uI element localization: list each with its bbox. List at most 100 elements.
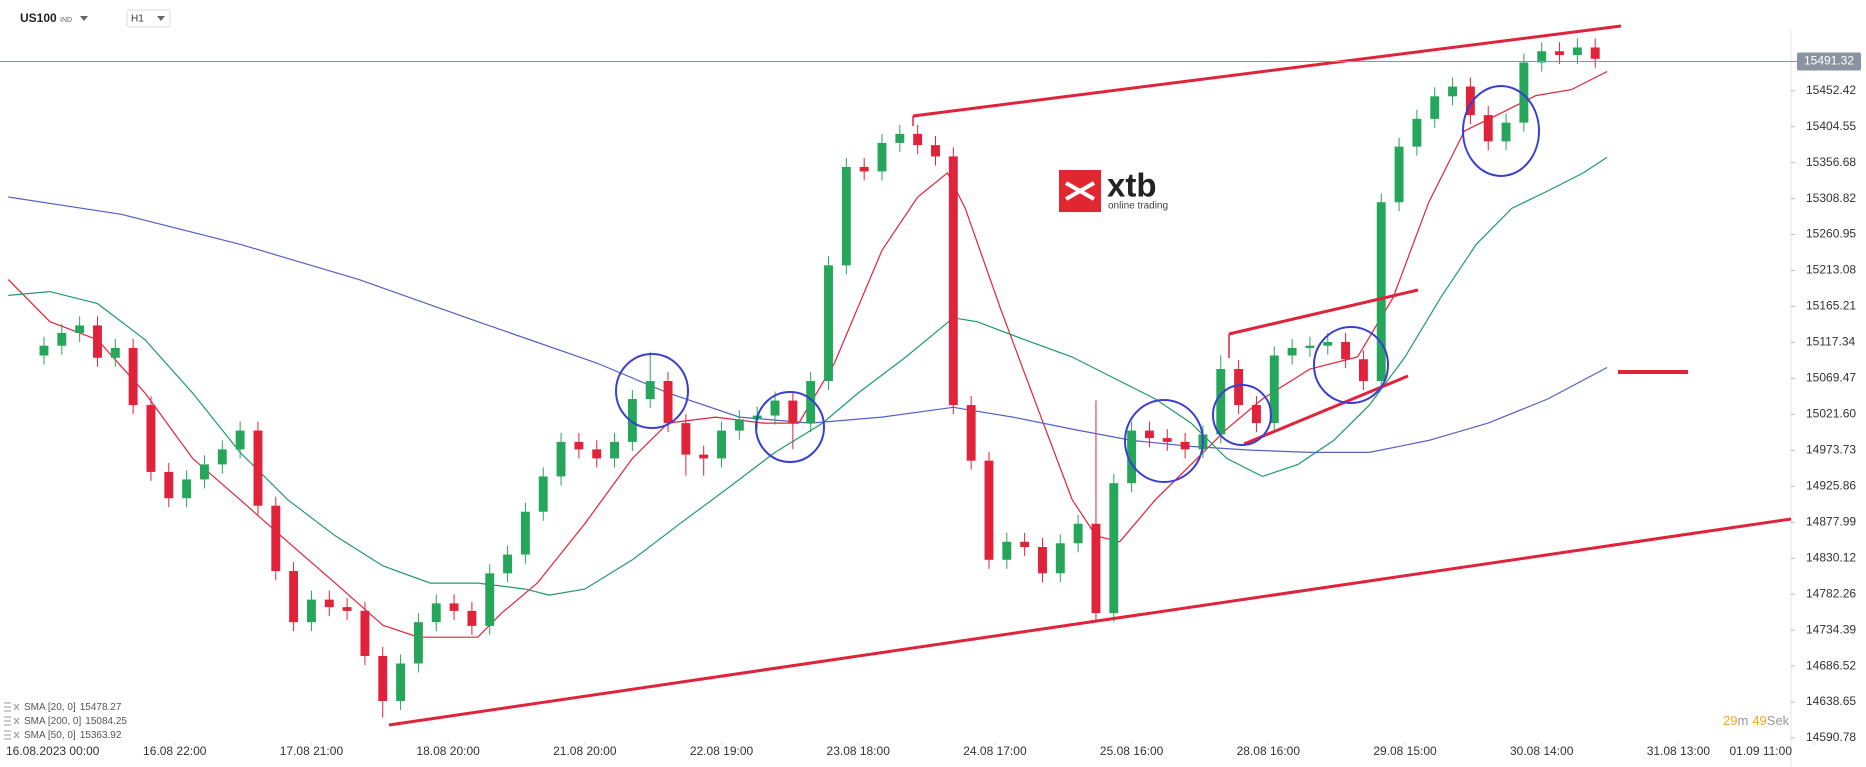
timeframe[interactable]: H1 — [131, 14, 144, 25]
candle-body — [1483, 115, 1493, 142]
legend-value: 15363.92 — [80, 730, 122, 741]
x-tick-label: 17.08 21:00 — [280, 744, 344, 758]
candle-body — [360, 610, 370, 656]
legend-name: SMA [200, 0] — [24, 716, 81, 727]
y-tick-label: 15213.08 — [1806, 263, 1856, 277]
candle-body — [271, 505, 281, 572]
x-tick-label: 23.08 18:00 — [827, 744, 891, 758]
candle-body — [235, 430, 245, 450]
y-tick-label: 14877.99 — [1806, 514, 1856, 528]
candle-body — [556, 441, 566, 477]
y-tick-label: 15404.55 — [1806, 119, 1856, 133]
candle-body — [1287, 347, 1297, 356]
circle-marker[interactable] — [755, 391, 825, 463]
y-tick-label: 15165.21 — [1806, 299, 1856, 313]
candle-body — [467, 610, 477, 626]
timer-minutes: 29 — [1723, 713, 1737, 728]
y-tick-label: 14830.12 — [1806, 550, 1856, 564]
legend-icon — [4, 730, 20, 740]
x-tick-label: 24.08 17:00 — [963, 744, 1027, 758]
candle-body — [717, 430, 726, 459]
y-tick-label: 14782.26 — [1806, 586, 1856, 600]
candle-body — [1572, 47, 1582, 56]
x-tick-label: 28.08 16:00 — [1237, 744, 1301, 758]
circle-marker[interactable] — [1462, 85, 1540, 177]
circle-marker[interactable] — [1124, 399, 1204, 483]
candle-body — [663, 381, 673, 424]
candle-body — [128, 347, 138, 406]
legend-name: SMA [50, 0] — [24, 730, 76, 741]
candle-body — [877, 142, 887, 172]
candle-body — [770, 400, 780, 416]
candle-body — [1251, 405, 1261, 424]
candle-body — [1501, 122, 1511, 142]
candle-body — [627, 399, 637, 442]
candle-body — [699, 454, 709, 459]
candle-body — [966, 405, 976, 461]
candle-body — [378, 655, 388, 702]
x-tick-label: 31.08 13:00 — [1647, 744, 1711, 758]
candle-body — [1073, 523, 1083, 544]
candle-body — [610, 441, 620, 459]
candle-body — [217, 449, 227, 465]
trend-line[interactable] — [1243, 374, 1409, 446]
timeframe-box[interactable] — [126, 9, 171, 28]
candle-body — [1323, 341, 1333, 346]
circle-marker[interactable] — [1313, 326, 1389, 404]
candle-body — [1537, 51, 1547, 63]
logo-brand: xtb — [1107, 167, 1157, 204]
candle-body — [538, 476, 548, 512]
x-tick-label: 21.08 20:00 — [553, 744, 617, 758]
y-tick-label: 14973.73 — [1806, 443, 1856, 457]
candle-body — [824, 265, 833, 382]
logo-tagline: online trading — [1108, 201, 1168, 212]
candle-body — [93, 325, 102, 358]
candle-body — [1269, 355, 1279, 424]
candle-body — [1448, 86, 1458, 97]
candle-body — [1216, 369, 1226, 435]
y-tick-label: 14925.86 — [1806, 478, 1856, 492]
x-tick-label: 29.08 15:00 — [1373, 744, 1437, 758]
candle-body — [1109, 483, 1119, 614]
candle-body — [574, 441, 584, 450]
candle-body — [342, 607, 352, 611]
candle-body — [1144, 430, 1154, 439]
candle-body — [1430, 96, 1440, 119]
symbol[interactable]: US100 — [20, 11, 57, 25]
trend-line[interactable] — [912, 24, 1622, 118]
candle-body — [503, 554, 513, 574]
legend-value: 15478.27 — [80, 702, 122, 713]
candle-body — [1358, 359, 1368, 382]
candle-body — [859, 166, 869, 172]
candle-body — [306, 599, 316, 623]
y-tick-label: 14638.65 — [1806, 694, 1856, 708]
circle-marker[interactable] — [1212, 384, 1272, 446]
y-tick-label: 15356.68 — [1806, 155, 1856, 169]
candle-body — [1127, 430, 1137, 484]
circle-marker[interactable] — [615, 353, 689, 429]
y-tick-label: 15452.42 — [1806, 83, 1856, 97]
sma-line — [7, 70, 1608, 638]
candle-body — [1465, 86, 1475, 116]
candle-body — [1002, 541, 1012, 560]
trend-line[interactable] — [1228, 288, 1419, 336]
candle-body — [75, 325, 85, 333]
candle-body — [413, 622, 423, 664]
candle-body — [1590, 47, 1600, 59]
candle-body — [592, 449, 602, 459]
plot-area — [7, 38, 1608, 718]
symbol-dropdown[interactable] — [80, 16, 88, 21]
drawings — [388, 24, 1792, 727]
x-tick-label: 16.08.2023 00:00 — [6, 744, 100, 758]
price-label: 15491.32 — [1804, 54, 1854, 68]
candle-body — [1020, 541, 1030, 548]
legend-entry: SMA [200, 0] 15084.25 — [24, 716, 127, 727]
candle-body — [841, 166, 851, 266]
candle-body — [788, 400, 798, 424]
timeframe-dropdown[interactable] — [157, 16, 165, 21]
legend-entry: SMA [50, 0] 15363.92 — [24, 730, 122, 741]
legend-value: 15084.25 — [85, 716, 127, 727]
trend-line[interactable] — [388, 517, 1792, 727]
candle-body — [1091, 523, 1101, 614]
